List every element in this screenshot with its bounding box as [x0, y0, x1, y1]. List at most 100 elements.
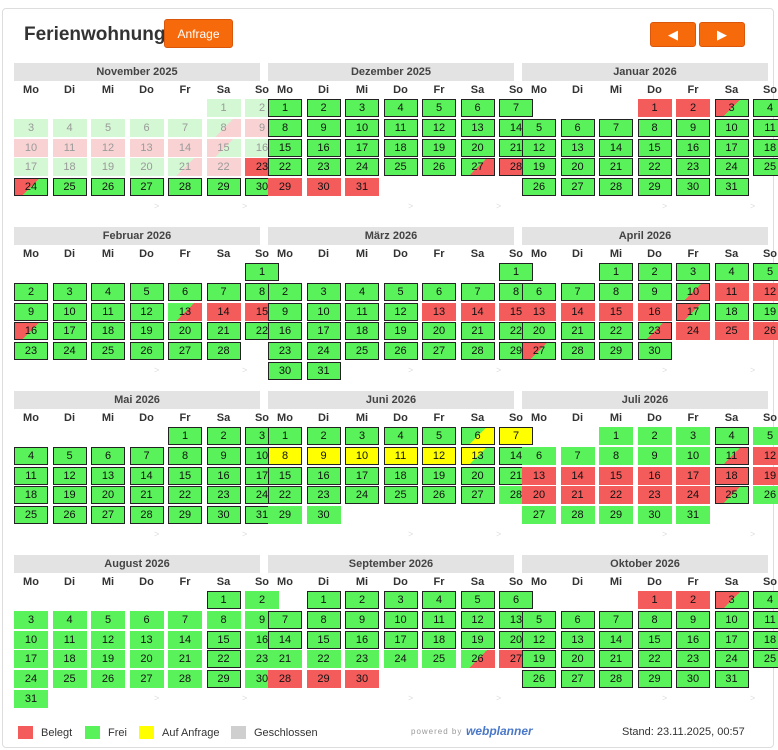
day-cell[interactable]: 16	[676, 630, 710, 649]
day-cell[interactable]: 1	[206, 591, 241, 609]
day-cell[interactable]: 26	[52, 506, 87, 525]
day-cell[interactable]: 1	[599, 427, 633, 445]
day-cell[interactable]: 4	[714, 427, 749, 445]
day-cell[interactable]: 7	[499, 427, 533, 445]
day-cell[interactable]: 4	[52, 118, 87, 137]
day-cell[interactable]: 9	[206, 446, 241, 465]
day-cell[interactable]: 26	[753, 486, 778, 505]
day-cell[interactable]: 12	[129, 302, 164, 321]
day-cell[interactable]: 30	[206, 506, 241, 525]
day-cell[interactable]: 8	[599, 446, 633, 465]
day-cell[interactable]: 22	[599, 322, 633, 341]
day-cell[interactable]: 10	[14, 138, 48, 157]
day-cell[interactable]: 20	[460, 138, 495, 157]
day-cell[interactable]: 15	[268, 138, 302, 157]
day-cell[interactable]: 25	[714, 486, 749, 505]
day-cell[interactable]: 1	[637, 591, 672, 609]
day-cell[interactable]: 24	[676, 486, 710, 505]
day-cell[interactable]: 19	[52, 486, 87, 505]
day-cell[interactable]: 3	[383, 591, 418, 609]
day-cell[interactable]: 23	[676, 650, 710, 669]
day-cell[interactable]: 14	[599, 630, 633, 649]
day-cell[interactable]: 15	[206, 138, 241, 157]
day-cell[interactable]: 10	[345, 446, 379, 465]
day-cell[interactable]: 28	[460, 342, 495, 361]
day-cell[interactable]: 14	[129, 466, 164, 485]
day-cell[interactable]: 11	[91, 302, 125, 321]
day-cell[interactable]: 21	[268, 650, 302, 669]
day-cell[interactable]: 28	[599, 178, 633, 197]
day-cell[interactable]: 10	[676, 282, 710, 301]
day-cell[interactable]: 20	[91, 486, 125, 505]
day-cell[interactable]: 28	[206, 342, 241, 361]
day-cell[interactable]: 17	[52, 322, 87, 341]
day-cell[interactable]: 29	[306, 670, 341, 689]
day-cell[interactable]: 2	[14, 282, 48, 301]
day-cell[interactable]: 13	[522, 302, 556, 321]
day-cell[interactable]: 30	[637, 506, 672, 525]
day-cell[interactable]: 16	[268, 322, 302, 341]
day-cell[interactable]: 25	[753, 650, 778, 669]
day-cell[interactable]: 29	[206, 178, 241, 197]
day-cell[interactable]: 3	[676, 427, 710, 445]
day-cell[interactable]: 19	[460, 630, 495, 649]
day-cell[interactable]: 22	[206, 158, 241, 177]
day-cell[interactable]: 6	[422, 282, 456, 301]
day-cell[interactable]: 1	[206, 99, 241, 117]
day-cell[interactable]: 19	[383, 322, 418, 341]
day-cell[interactable]: 18	[383, 138, 418, 157]
day-cell[interactable]: 26	[522, 670, 556, 689]
day-cell[interactable]: 10	[383, 610, 418, 629]
day-cell[interactable]: 22	[637, 650, 672, 669]
day-cell[interactable]: 26	[422, 158, 456, 177]
day-cell[interactable]: 11	[422, 610, 456, 629]
day-cell[interactable]: 24	[676, 322, 710, 341]
day-cell[interactable]: 22	[168, 486, 202, 505]
day-cell[interactable]: 2	[245, 591, 279, 609]
day-cell[interactable]: 10	[676, 446, 710, 465]
day-cell[interactable]: 5	[522, 118, 556, 137]
day-cell[interactable]: 11	[714, 446, 749, 465]
day-cell[interactable]: 30	[676, 670, 710, 689]
day-cell[interactable]: 13	[422, 302, 456, 321]
day-cell[interactable]: 11	[345, 302, 379, 321]
day-cell[interactable]: 31	[676, 506, 710, 525]
day-cell[interactable]: 30	[306, 178, 341, 197]
day-cell[interactable]: 23	[637, 322, 672, 341]
day-cell[interactable]: 25	[714, 322, 749, 341]
day-cell[interactable]: 2	[345, 591, 379, 609]
day-cell[interactable]: 24	[345, 486, 379, 505]
day-cell[interactable]: 1	[499, 263, 533, 281]
day-cell[interactable]: 13	[91, 466, 125, 485]
day-cell[interactable]: 23	[306, 158, 341, 177]
day-cell[interactable]: 6	[560, 118, 595, 137]
day-cell[interactable]: 8	[168, 446, 202, 465]
day-cell[interactable]: 19	[91, 158, 125, 177]
day-cell[interactable]: 12	[91, 630, 125, 649]
day-cell[interactable]: 15	[268, 466, 302, 485]
day-cell[interactable]: 22	[206, 650, 241, 669]
day-cell[interactable]: 28	[168, 670, 202, 689]
day-cell[interactable]: 18	[52, 158, 87, 177]
day-cell[interactable]: 28	[599, 670, 633, 689]
day-cell[interactable]: 12	[522, 630, 556, 649]
day-cell[interactable]: 19	[129, 322, 164, 341]
day-cell[interactable]: 4	[14, 446, 48, 465]
day-cell[interactable]: 15	[306, 630, 341, 649]
day-cell[interactable]: 2	[676, 99, 710, 117]
day-cell[interactable]: 15	[168, 466, 202, 485]
day-cell[interactable]: 9	[268, 302, 302, 321]
day-cell[interactable]: 2	[676, 591, 710, 609]
day-cell[interactable]: 3	[52, 282, 87, 301]
day-cell[interactable]: 8	[637, 610, 672, 629]
day-cell[interactable]: 18	[714, 466, 749, 485]
day-cell[interactable]: 1	[268, 427, 302, 445]
day-cell[interactable]: 16	[14, 322, 48, 341]
day-cell[interactable]: 11	[753, 610, 778, 629]
day-cell[interactable]: 19	[753, 302, 778, 321]
day-cell[interactable]: 5	[129, 282, 164, 301]
day-cell[interactable]: 17	[714, 138, 749, 157]
day-cell[interactable]: 30	[306, 506, 341, 525]
day-cell[interactable]: 31	[306, 362, 341, 380]
day-cell[interactable]: 19	[753, 466, 778, 485]
